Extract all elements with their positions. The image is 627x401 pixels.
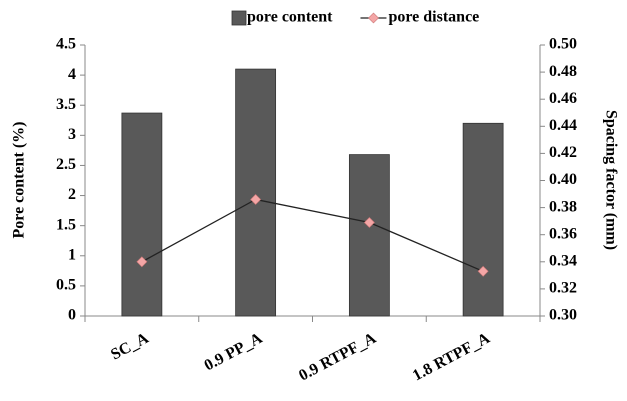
y-tick-label: 3.5 [56, 96, 76, 113]
x-tick-label: 1.8 RTPF_A [410, 330, 493, 385]
x-tick-label: SC_A [108, 330, 152, 364]
x-tick-label: 0.9 RTPF_A [296, 330, 379, 385]
point [477, 265, 489, 277]
y-tick-label: 4 [68, 66, 76, 83]
bar [462, 122, 504, 317]
y2-tick-label: 0.36 [549, 225, 577, 242]
point [363, 217, 375, 228]
legend-swatch [231, 10, 247, 26]
x-tick-label: 0.9 PP_A [202, 330, 266, 375]
y2-tick-label: 0.40 [549, 171, 577, 188]
y-axis-label: Pore content (%) [11, 122, 28, 239]
y-tick-label: 2.5 [56, 156, 76, 173]
y-tick-label: 2 [68, 186, 76, 203]
legend-label: pore distance [388, 9, 479, 26]
y2-tick-label: 0.34 [549, 252, 577, 269]
y2-tick-label: 0.48 [549, 63, 577, 80]
legend-label: pore content [247, 9, 333, 26]
y-tick-label: 3 [68, 126, 76, 143]
y2-tick-label: 0.46 [549, 90, 577, 107]
y2-tick-label: 0.32 [549, 280, 577, 297]
y2-tick-label: 0.44 [549, 117, 577, 134]
y2-tick-label: 0.30 [549, 307, 577, 324]
y2-axis-label: Spacing factor (mm) [602, 110, 619, 250]
y-tick-label: 4.5 [56, 36, 76, 53]
y-tick-label: 0 [68, 307, 76, 324]
y2-tick-label: 0.42 [549, 144, 577, 161]
y-tick-label: 1.5 [56, 216, 76, 233]
point [136, 256, 148, 268]
legend-marker [368, 12, 379, 24]
y2-tick-label: 0.50 [549, 36, 577, 53]
bar [121, 112, 163, 317]
y-tick-label: 0.5 [56, 277, 76, 294]
point [250, 194, 262, 205]
bar [235, 68, 277, 317]
y-tick-label: 1 [68, 246, 76, 263]
bar [348, 154, 390, 317]
line [141, 198, 484, 272]
y2-tick-label: 0.38 [549, 198, 577, 215]
